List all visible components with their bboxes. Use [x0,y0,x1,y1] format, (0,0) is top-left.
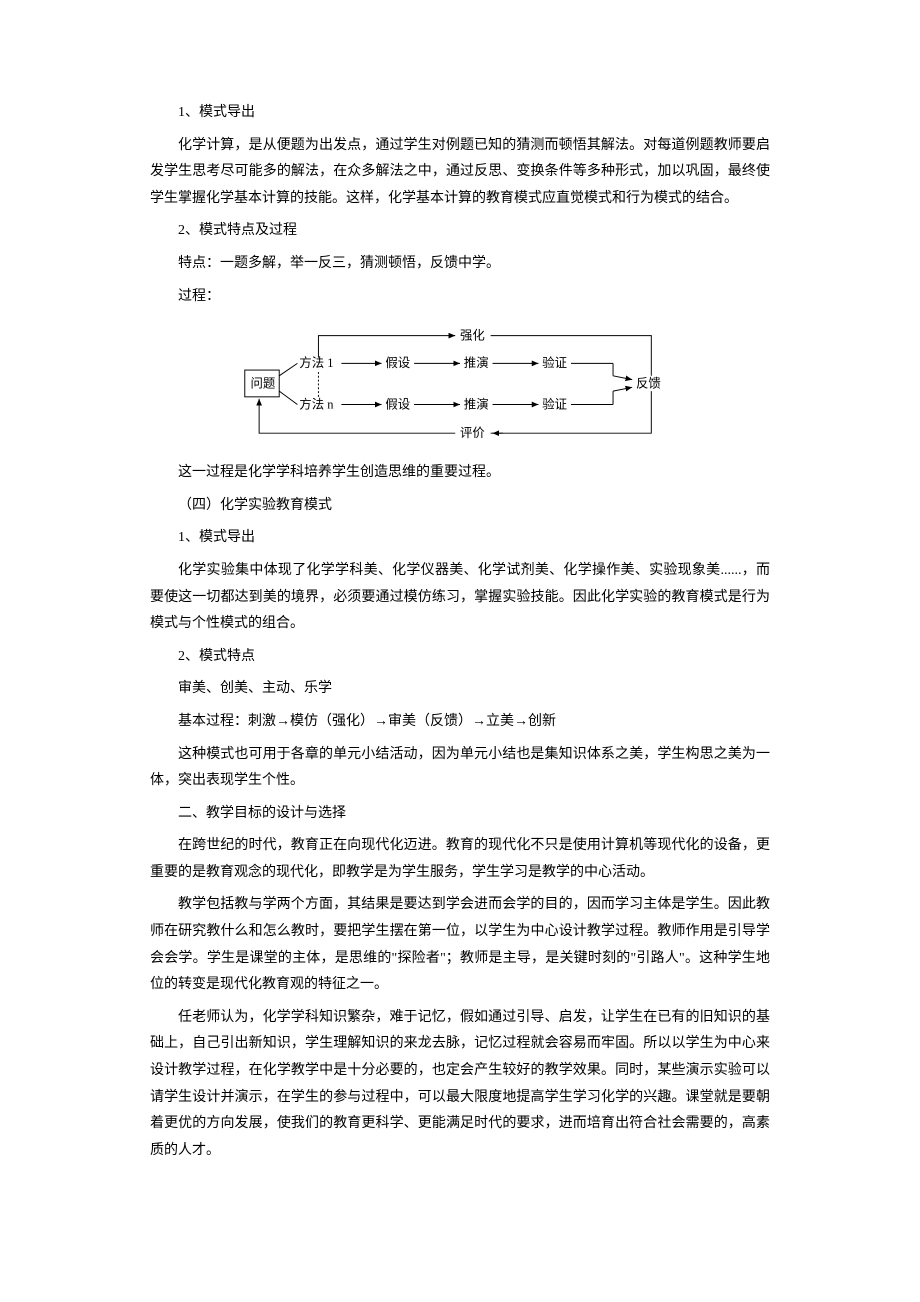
node-fankui: 反馈 [636,376,661,390]
heading-2-mode-features: 2、模式特点及过程 [150,218,770,245]
heading-s2-h2: 1、模式导出 [150,525,770,552]
para-features: 特点：一题多解，举一反三，猜测顿悟，反馈中学。 [150,251,770,278]
para-s2-p5: 这种模式也可用于各章的单元小结活动，因为单元小结也是集知识体系之美，学生构思之美… [150,742,770,795]
para-s3-p3: 任老师认为，化学学科知识繁杂，难于记忆，假如通过引导、启发，让学生在已有的旧知识… [150,1005,770,1165]
heading-s2-h1: （四）化学实验教育模式 [150,493,770,520]
node-jiashe-n: 假设 [385,396,410,411]
para-s1-p1: 化学计算，是从便题为出发点，通过学生对例题已知的猜测而顿悟其解法。对每道例题教师… [150,133,770,213]
para-s2-p4: 基本过程：刺激→模仿（强化）→审美（反馈）→立美→创新 [150,709,770,736]
para-s2-p3: 审美、创美、主动、乐学 [150,676,770,703]
heading-s2-h3: 2、模式特点 [150,644,770,671]
node-pingjia: 评价 [460,426,485,440]
node-yanzheng-1: 验证 [542,355,567,370]
heading-s3-h1: 二、教学目标的设计与选择 [150,801,770,828]
node-tuiyan-1: 推演 [464,355,489,370]
node-yanzheng-n: 验证 [542,396,567,411]
node-jiashe-1: 假设 [385,355,410,370]
para-s2-p1: 这一过程是化学学科培养学生创造思维的重要过程。 [150,460,770,487]
node-fangfa1: 方法 1 [299,355,333,370]
node-tuiyan-n: 推演 [464,396,489,411]
node-wenti: 问题 [251,376,276,390]
heading-1-mode-export: 1、模式导出 [150,100,770,127]
para-s3-p1: 在跨世纪的时代，教育正在向现代化迈进。教育的现代化不只是使用计算机等现代化的设备… [150,833,770,886]
flowchart-diagram: 问题 方法 1 方法 n 假设 推演 验证 假设 推演 验证 反馈 [150,320,770,445]
node-qianghua: 强化 [460,329,485,343]
para-s3-p2: 教学包括教与学两个方面，其结果是要达到学会进而会学的目的，因而学习主体是学生。因… [150,892,770,998]
para-process-label: 过程： [150,284,770,311]
node-fangfan: 方法 n [299,396,334,411]
para-s2-p2: 化学实验集中体现了化学学科美、化学仪器美、化学试剂美、化学操作美、实验现象美..… [150,558,770,638]
